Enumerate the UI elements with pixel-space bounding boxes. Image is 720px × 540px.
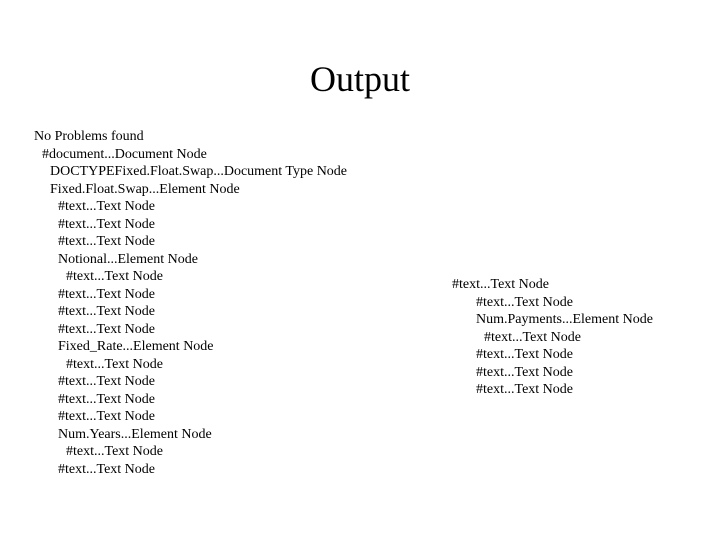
tree-line: #text...Text Node <box>34 443 347 461</box>
tree-line: #text...Text Node <box>34 233 347 251</box>
tree-line: No Problems found <box>34 128 347 146</box>
tree-line: #text...Text Node <box>34 268 347 286</box>
tree-line: Fixed_Rate...Element Node <box>34 338 347 356</box>
tree-line: #text...Text Node <box>34 391 347 409</box>
tree-line: #text...Text Node <box>452 364 653 382</box>
tree-line: Notional...Element Node <box>34 251 347 269</box>
tree-line: #text...Text Node <box>34 461 347 479</box>
tree-line: #text...Text Node <box>34 408 347 426</box>
tree-line: #text...Text Node <box>34 356 347 374</box>
tree-line: #text...Text Node <box>34 373 347 391</box>
tree-line: #text...Text Node <box>34 321 347 339</box>
tree-line: #text...Text Node <box>452 276 653 294</box>
tree-line: #text...Text Node <box>452 381 653 399</box>
tree-line: #text...Text Node <box>452 346 653 364</box>
right-column: #text...Text Node #text...Text Node Num.… <box>452 276 653 399</box>
tree-line: #document...Document Node <box>34 146 347 164</box>
tree-line: Fixed.Float.Swap...Element Node <box>34 181 347 199</box>
tree-line: #text...Text Node <box>452 329 653 347</box>
tree-line: DOCTYPEFixed.Float.Swap...Document Type … <box>34 163 347 181</box>
tree-line: #text...Text Node <box>452 294 653 312</box>
tree-line: Num.Payments...Element Node <box>452 311 653 329</box>
left-column: No Problems found #document...Document N… <box>34 128 347 478</box>
tree-line: Num.Years...Element Node <box>34 426 347 444</box>
tree-line: #text...Text Node <box>34 286 347 304</box>
tree-line: #text...Text Node <box>34 303 347 321</box>
page-title: Output <box>0 58 720 100</box>
tree-line: #text...Text Node <box>34 216 347 234</box>
tree-line: #text...Text Node <box>34 198 347 216</box>
